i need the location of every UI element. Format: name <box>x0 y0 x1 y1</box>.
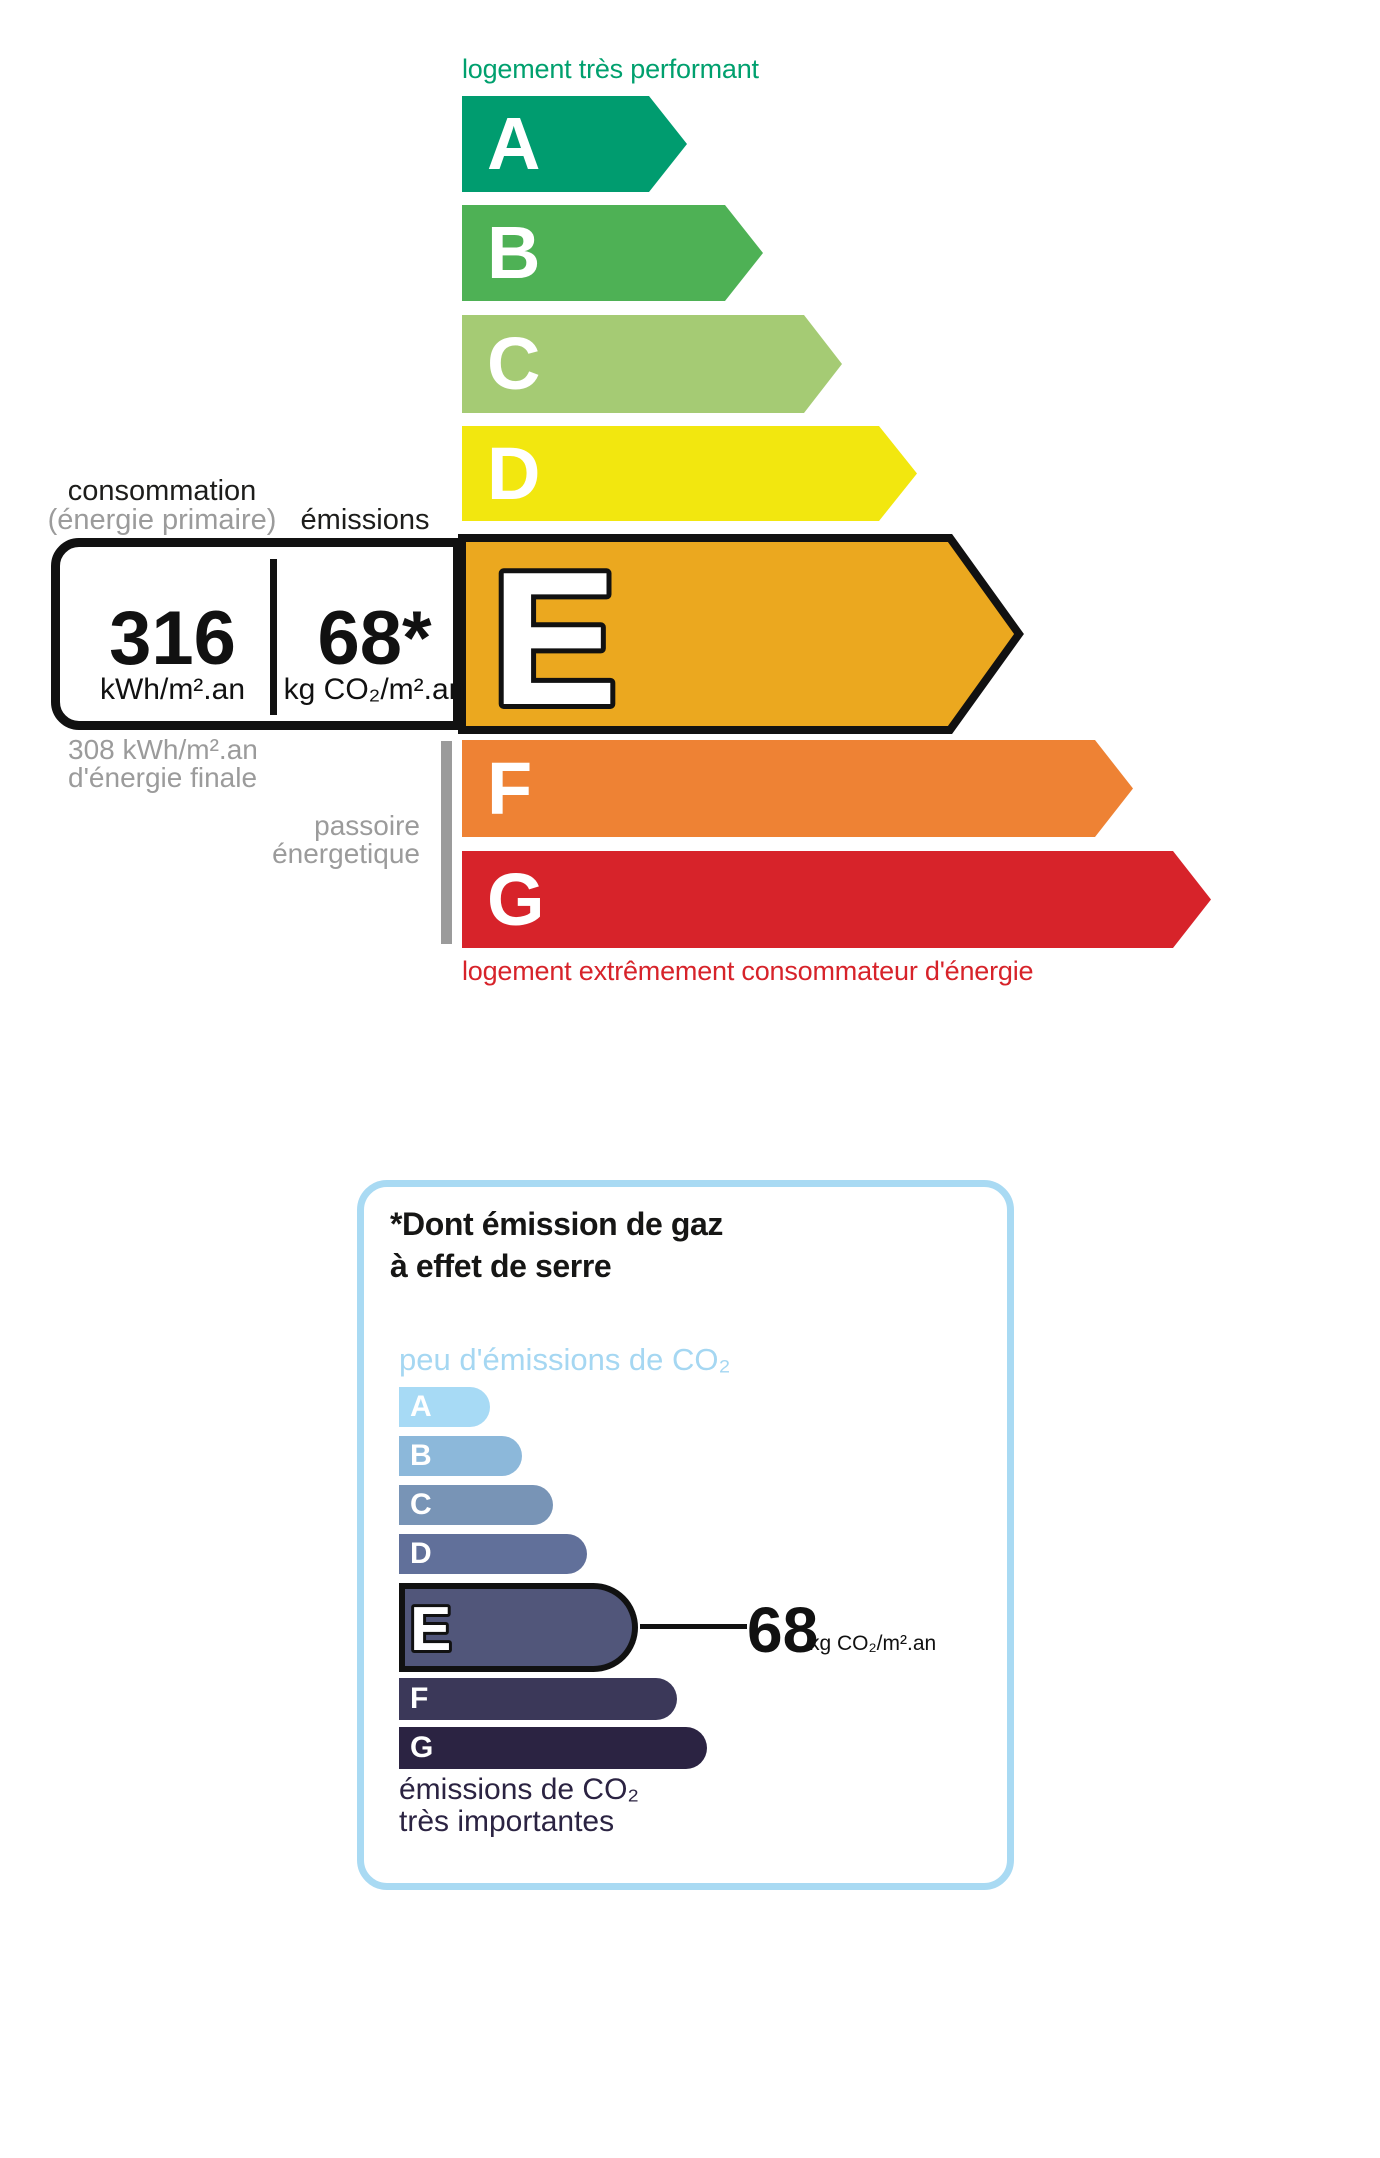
energy-sieve-note: passoire énergetique <box>220 812 420 868</box>
consumption-subheader: (énergie primaire) <box>47 504 277 536</box>
values-box-divider <box>270 559 277 715</box>
energy-sieve-line1: passoire <box>314 810 420 841</box>
energy-class-bar-b: B <box>462 205 763 301</box>
energy-class-bar-f: F <box>462 740 1133 837</box>
co2-value: 68 <box>747 1594 819 1666</box>
co2-class-bar-b: B <box>399 1436 522 1476</box>
energy-class-letter-c: C <box>487 322 541 405</box>
co2-class-bar-f: F <box>399 1678 677 1720</box>
sieve-bracket-bar <box>441 741 452 944</box>
emissions-value: 68* <box>317 596 432 681</box>
co2-scale-bottom-label: émissions de CO₂ très importantes <box>399 1774 639 1838</box>
co2-box-title: *Dont émission de gaz à effet de serre <box>390 1203 723 1287</box>
energy-class-letter-g: G <box>487 858 545 941</box>
energy-class-bar-g: G <box>462 851 1211 948</box>
co2-class-letter-d: D <box>410 1537 432 1570</box>
emissions-header: émissions <box>300 504 430 536</box>
co2-box-title-line2: à effet de serre <box>390 1248 612 1284</box>
co2-class-e-letter-svg: E <box>407 1592 454 1667</box>
co2-class-bar-c: C <box>399 1485 553 1525</box>
co2-class-letter-a: A <box>410 1390 432 1423</box>
energy-class-letter-b: B <box>487 211 541 294</box>
emissions-unit: kg CO₂/m².an <box>283 673 466 706</box>
consumption-unit: kWh/m².an <box>99 673 246 706</box>
co2-box-title-line1: *Dont émission de gaz <box>390 1206 723 1242</box>
co2-value-unit: kg CO₂/m².an <box>809 1632 937 1655</box>
values-box: 316 kWh/m².an 68* kg CO₂/m².an <box>51 538 465 730</box>
final-energy-note: 308 kWh/m².an d'énergie finale <box>68 736 258 792</box>
energy-class-letter-f: F <box>487 747 533 830</box>
energy-class-e-letter: E <box>491 533 618 737</box>
final-energy-label: d'énergie finale <box>68 762 258 793</box>
final-energy-value: 308 kWh/m².an <box>68 734 258 765</box>
energy-sieve-line2: énergetique <box>272 838 420 869</box>
energy-class-e-arrow-shape <box>458 534 1024 734</box>
energy-class-bar-a: A <box>462 96 687 192</box>
co2-scale-bottom-line2: très importantes <box>399 1805 615 1838</box>
co2-class-letter-g: G <box>410 1731 434 1764</box>
co2-class-letter-f: F <box>410 1682 429 1715</box>
co2-class-e-letter: E <box>410 1595 451 1664</box>
energy-class-letter-a: A <box>487 102 541 185</box>
co2-class-bar-g: G <box>399 1727 707 1769</box>
co2-scale-top-label: peu d'émissions de CO₂ <box>399 1342 731 1377</box>
co2-class-e-pill <box>399 1583 638 1672</box>
consumption-value: 316 <box>109 596 236 681</box>
energy-class-bar-d: D <box>462 426 917 521</box>
co2-class-bar-d: D <box>399 1534 587 1574</box>
scale-top-label: logement très performant <box>462 54 759 84</box>
co2-class-letter-b: B <box>410 1439 432 1472</box>
consumption-header: consommation <box>67 475 257 507</box>
energy-class-letter-d: D <box>487 432 541 515</box>
energy-class-e-arrow: E <box>458 531 1024 737</box>
co2-value-connector-line <box>640 1624 747 1629</box>
scale-bottom-label: logement extrêmement consommateur d'éner… <box>462 956 1034 986</box>
co2-scale-bottom-line1: émissions de CO₂ <box>399 1773 640 1806</box>
co2-class-bar-a: A <box>399 1387 490 1427</box>
co2-class-letter-c: C <box>410 1488 432 1521</box>
energy-class-bar-c: C <box>462 315 842 413</box>
